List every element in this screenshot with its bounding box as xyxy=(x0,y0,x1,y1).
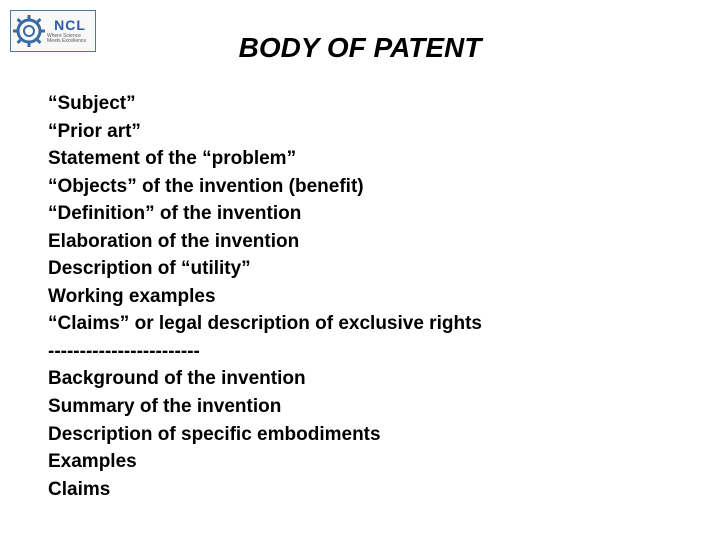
list-item-divider: ------------------------ xyxy=(48,338,680,366)
list-item: Elaboration of the invention xyxy=(48,228,680,256)
list-item: Statement of the “problem” xyxy=(48,145,680,173)
logo-text: NCL xyxy=(54,18,86,32)
list-item: “Claims” or legal description of exclusi… xyxy=(48,310,680,338)
list-item: “Objects” of the invention (benefit) xyxy=(48,173,680,201)
list-item: “Subject” xyxy=(48,90,680,118)
list-item: Background of the invention xyxy=(48,365,680,393)
list-item: Examples xyxy=(48,448,680,476)
list-item: Description of specific embodiments xyxy=(48,421,680,449)
list-item: Working examples xyxy=(48,283,680,311)
list-item: “Definition” of the invention xyxy=(48,200,680,228)
list-item: Description of “utility” xyxy=(48,255,680,283)
list-item: “Prior art” xyxy=(48,118,680,146)
body-list: “Subject” “Prior art” Statement of the “… xyxy=(48,90,680,503)
page-title: BODY OF PATENT xyxy=(0,32,720,64)
list-item: Summary of the invention xyxy=(48,393,680,421)
list-item: Claims xyxy=(48,476,680,504)
